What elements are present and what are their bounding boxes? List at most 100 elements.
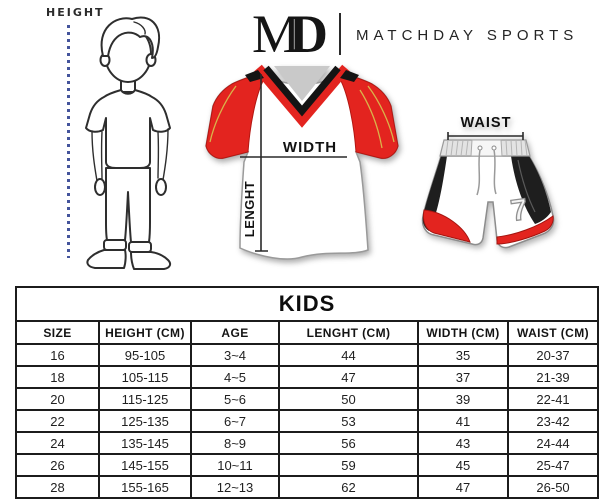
table-cell: 47 [417,475,509,499]
boy-cuff-right [128,241,152,253]
table-header-row: SIZE HEIGHT (CM) AGE LENGHT (CM) WIDTH (CM) W… [15,320,600,345]
shorts-hem-left [422,209,471,243]
shorts-number: 7 [509,193,530,228]
jersey-length-label: LENGHT [242,181,257,237]
boy-figure-illustration [85,16,172,270]
boy-pants [105,167,151,243]
table-cell: 135-145 [98,431,192,455]
table-cell: 45 [417,453,509,477]
table-cell: 28 [15,475,100,499]
boy-cuff-left [103,239,127,251]
boy-arm-left [91,130,103,182]
table-cell: 56 [278,431,419,455]
height-measure-line [67,25,70,258]
shorts-hem-right [496,215,554,245]
table-cell: 44 [278,343,419,367]
table-row: 28 155-165 12~13 62 47 26-50 [15,475,600,499]
boy-shoe-right [130,251,172,270]
column-header-size: SIZE [15,320,100,345]
height-label: HEIGHT [46,6,105,19]
table-cell: 22-41 [506,387,600,411]
shorts-drawstring [476,149,497,196]
column-header-age: AGE [190,320,280,345]
jersey-sleeve-left [205,72,265,159]
column-header-width-cm: WIDTH (CM) [417,320,509,345]
jersey-length-line [255,74,268,252]
table-row: 24 135-145 8~9 56 43 24-44 [15,431,600,455]
brand-name: MATCHDAY SPORTS [356,26,579,44]
table-cell: 3~4 [190,343,280,367]
table-title-row: KIDS [14,286,600,322]
table-cell: 16 [15,343,100,367]
boy-hand-right [155,178,167,196]
brand-logo: M D MATCHDAY SPORTS [252,6,578,62]
table-row: 26 145-155 10~11 59 45 25-47 [15,453,600,477]
boy-arm-right [157,128,169,181]
table-cell: 22 [15,409,100,433]
logo-divider [339,13,342,55]
table-cell: 37 [417,365,509,389]
table-row: 18 105-115 4~5 47 37 21-39 [15,365,600,389]
jersey-piping-right [359,85,395,149]
table-row: 20 115-125 5~6 50 39 22-41 [15,387,600,411]
table-cell: 41 [417,409,509,433]
shorts-eyelet-right [491,145,497,151]
column-header-waist-cm: WAIST (CM) [506,320,600,345]
table-cell: 20 [15,387,100,411]
table-cell: 125-135 [98,409,192,433]
logo-monogram: M D [252,7,328,61]
jersey-sleeve-right [339,72,399,159]
jersey-collar-red [254,64,350,128]
table-cell: 145-155 [98,453,192,477]
table-title: KIDS [14,286,600,322]
table-cell: 10~11 [190,453,280,477]
table-cell: 95-105 [98,343,192,367]
shorts-eyelet-left [477,145,483,151]
boy-hair [100,16,161,59]
jersey-piping-left [209,85,237,143]
boy-hair-detail [133,21,146,35]
column-header-height-cm: HEIGHT (CM) [98,320,192,345]
shorts-waist-line [447,132,524,140]
shorts-waist-label: WAIST [461,115,512,131]
table-cell: 24-44 [506,431,600,455]
table-cell: 115-125 [98,387,192,411]
table-cell: 21-39 [506,365,600,389]
table-cell: 4~5 [190,365,280,389]
jersey-collar-shoulder-trim [245,70,359,82]
table-row: 22 125-135 6~7 53 41 23-42 [15,409,600,433]
table-cell: 43 [417,431,509,455]
logo-letter-m: M [252,4,301,64]
logo-letter-d: D [289,4,329,64]
jersey-collar-black [263,65,341,117]
table-cell: 8~9 [190,431,280,455]
table-cell: 35 [417,343,509,367]
table-cell: 20-37 [506,343,600,367]
shorts-waistband-center [470,139,503,157]
table-row: 16 95-105 3~4 44 35 20-37 [15,343,600,367]
table-cell: 105-115 [98,365,192,389]
boy-shoe-left [86,249,127,269]
table-cell: 53 [278,409,419,433]
table-cell: 24 [15,431,100,455]
column-header-lenght-cm: LENGHT (CM) [278,320,419,345]
table-cell: 62 [278,475,419,499]
table-cell: 23-42 [506,409,600,433]
boy-shirt [85,89,171,169]
table-cell: 155-165 [98,475,192,499]
size-table: KIDS SIZE HEIGHT (CM) AGE LENGHT (CM) WIDTH … [14,286,600,499]
table-cell: 39 [417,387,509,411]
table-cell: 6~7 [190,409,280,433]
table-cell: 26 [15,453,100,477]
shorts-illustration: 7 WAIST [421,115,555,249]
table-cell: 59 [278,453,419,477]
jersey-collar-inner [274,66,330,101]
table-cell: 50 [278,387,419,411]
jersey-width-label: WIDTH [283,139,337,156]
table-cell: 26-50 [506,475,600,499]
shorts-panel-highlight [517,159,536,213]
table-cell: 25-47 [506,453,600,477]
table-cell: 18 [15,365,100,389]
shorts-waistband-hatch [445,139,528,157]
